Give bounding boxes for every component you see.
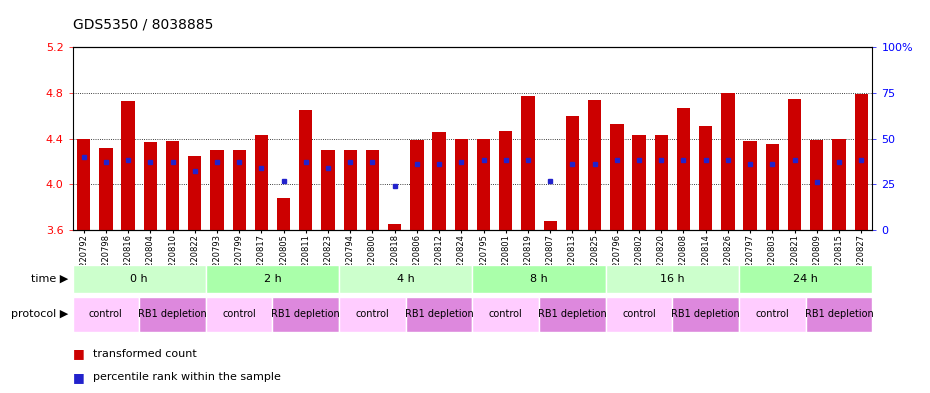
Bar <box>565 116 579 230</box>
Text: protocol ▶: protocol ▶ <box>10 309 68 320</box>
Bar <box>472 297 539 332</box>
Text: control: control <box>755 309 790 320</box>
Bar <box>255 135 268 230</box>
Bar <box>77 138 90 230</box>
Bar <box>206 265 339 293</box>
Text: 16 h: 16 h <box>660 274 684 284</box>
Bar <box>765 144 779 230</box>
Bar <box>539 297 605 332</box>
Text: control: control <box>489 309 523 320</box>
Bar <box>588 100 602 230</box>
Bar <box>365 150 379 230</box>
Text: control: control <box>222 309 256 320</box>
Bar <box>455 138 468 230</box>
Text: transformed count: transformed count <box>93 349 197 359</box>
Bar <box>405 297 472 332</box>
Bar <box>73 265 206 293</box>
Bar <box>743 141 757 230</box>
Bar <box>810 140 823 230</box>
Text: 24 h: 24 h <box>793 274 818 284</box>
Text: ■: ■ <box>73 347 85 360</box>
Bar <box>322 150 335 230</box>
Bar <box>272 297 339 332</box>
Text: RB1 depletion: RB1 depletion <box>538 309 606 320</box>
Text: 2 h: 2 h <box>263 274 282 284</box>
Bar <box>232 150 246 230</box>
Text: RB1 depletion: RB1 depletion <box>671 309 740 320</box>
Text: RB1 depletion: RB1 depletion <box>804 309 873 320</box>
Bar <box>477 138 490 230</box>
Text: time ▶: time ▶ <box>31 274 68 284</box>
Text: RB1 depletion: RB1 depletion <box>405 309 473 320</box>
Text: control: control <box>89 309 123 320</box>
Text: RB1 depletion: RB1 depletion <box>139 309 206 320</box>
Bar <box>122 101 135 230</box>
Bar <box>210 150 223 230</box>
Bar <box>432 132 445 230</box>
Text: ■: ■ <box>73 371 85 384</box>
Bar <box>522 96 535 230</box>
Bar <box>166 141 179 230</box>
Bar <box>722 93 735 230</box>
Bar <box>100 148 113 230</box>
Bar <box>805 297 872 332</box>
Text: percentile rank within the sample: percentile rank within the sample <box>93 372 281 382</box>
Bar <box>410 140 423 230</box>
Bar <box>610 124 623 230</box>
Bar <box>739 297 805 332</box>
Bar <box>788 99 802 230</box>
Bar <box>339 297 405 332</box>
Bar <box>605 297 672 332</box>
Bar <box>277 198 290 230</box>
Bar <box>206 297 272 332</box>
Text: RB1 depletion: RB1 depletion <box>272 309 340 320</box>
Bar <box>499 130 512 230</box>
Bar <box>143 142 157 230</box>
Bar <box>605 265 739 293</box>
Bar <box>188 156 202 230</box>
Text: 8 h: 8 h <box>530 274 548 284</box>
Bar <box>299 110 312 230</box>
Bar <box>677 108 690 230</box>
Text: GDS5350 / 8038885: GDS5350 / 8038885 <box>73 17 213 31</box>
Bar <box>632 135 645 230</box>
Bar <box>343 150 357 230</box>
Bar <box>472 265 605 293</box>
Bar <box>73 297 140 332</box>
Bar <box>739 265 872 293</box>
Bar <box>140 297 206 332</box>
Text: 0 h: 0 h <box>130 274 148 284</box>
Bar <box>699 126 712 230</box>
Bar <box>339 265 472 293</box>
Text: control: control <box>355 309 390 320</box>
Bar <box>655 135 668 230</box>
Bar <box>832 138 845 230</box>
Text: control: control <box>622 309 656 320</box>
Bar <box>543 221 557 230</box>
Text: 4 h: 4 h <box>397 274 415 284</box>
Bar <box>388 224 402 230</box>
Bar <box>672 297 739 332</box>
Bar <box>855 94 868 230</box>
